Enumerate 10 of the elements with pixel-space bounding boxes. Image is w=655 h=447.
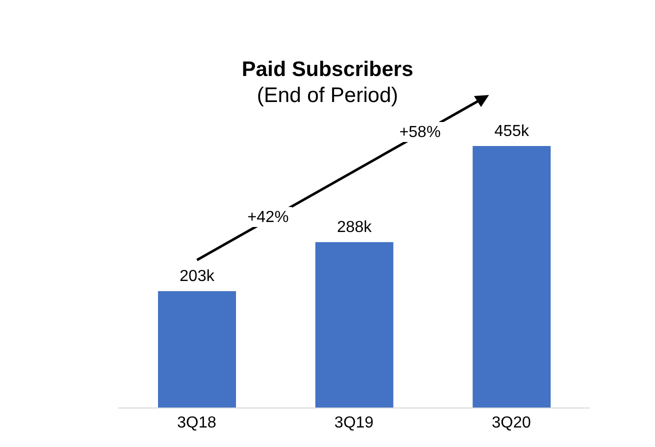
chart-title: Paid Subscribers (240, 58, 414, 82)
annotation: +42% (247, 209, 289, 226)
data-label: 203k (180, 268, 216, 286)
x-tick-label: 3Q18 (177, 414, 216, 432)
data-label: 455k (494, 123, 530, 140)
x-tick-label: 3Q19 (334, 414, 374, 432)
data-label: 288k (336, 219, 373, 236)
chart-subtitle: (End of Period) (256, 84, 400, 108)
text: +58% (399, 124, 441, 141)
x-tick-label: 3Q20 (492, 414, 532, 432)
